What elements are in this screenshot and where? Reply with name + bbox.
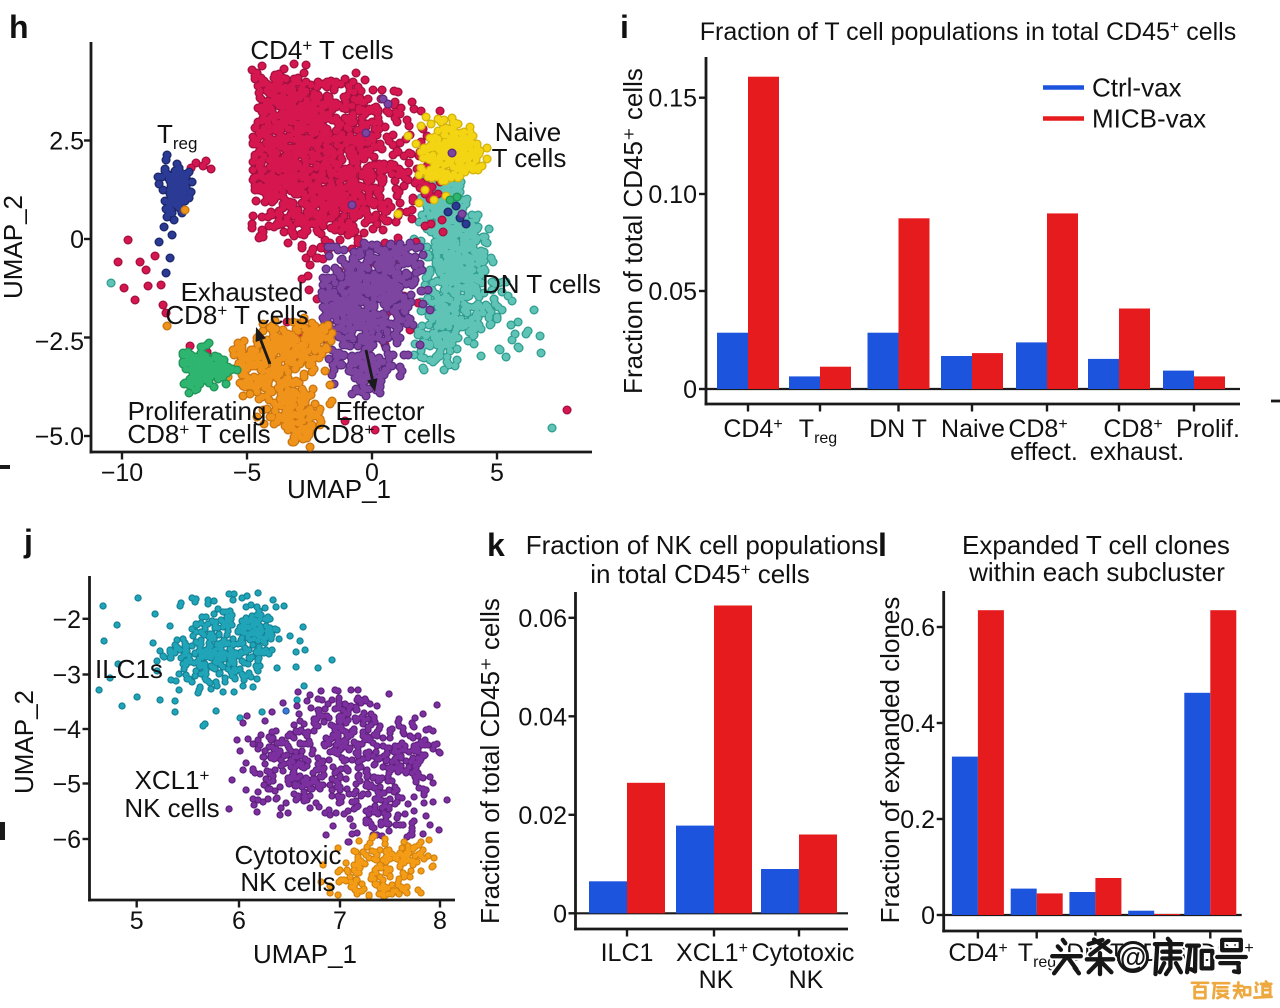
svg-text:h: h: [9, 9, 29, 45]
svg-text:0.2: 0.2: [900, 806, 935, 834]
svg-text:i: i: [620, 9, 629, 45]
svg-text:effect.: effect.: [1010, 438, 1078, 466]
svg-text:CD8+​ T cells: CD8+​ T cells: [165, 300, 308, 330]
svg-text:Fraction of total CD45⁺ cells: Fraction of total CD45⁺ cells: [618, 68, 648, 394]
svg-text:−4: −4: [52, 716, 81, 744]
svg-text:0.10: 0.10: [648, 181, 697, 209]
svg-text:0.05: 0.05: [648, 278, 697, 306]
svg-text:UMAP_1: UMAP_1: [287, 474, 391, 504]
svg-text:−6: −6: [52, 826, 81, 854]
svg-text:−5: −5: [233, 459, 262, 487]
svg-text:7: 7: [333, 907, 347, 935]
svg-text:Cytotoxic: Cytotoxic: [752, 939, 855, 967]
svg-text:NK: NK: [789, 966, 824, 994]
svg-text:−2: −2: [52, 606, 81, 634]
svg-text:Cytotoxic: Cytotoxic: [235, 840, 342, 870]
svg-text:Proliferating: Proliferating: [128, 396, 267, 426]
svg-text:−2.5: −2.5: [35, 328, 84, 356]
svg-text:2.5: 2.5: [49, 128, 84, 156]
svg-text:DN T: DN T: [869, 415, 927, 443]
svg-text:0: 0: [70, 226, 84, 254]
svg-text:−3: −3: [52, 662, 81, 690]
svg-text:j: j: [23, 523, 33, 559]
svg-text:Ctrl-vax: Ctrl-vax: [1092, 73, 1182, 103]
svg-text:Naive: Naive: [941, 415, 1005, 443]
svg-text:Fraction of T cell populations: Fraction of T cell populations in total …: [700, 18, 1236, 46]
svg-text:Expanded T cell clones: Expanded T cell clones: [962, 530, 1230, 560]
svg-text:0.06: 0.06: [518, 605, 567, 633]
svg-text:Prolif.: Prolif.: [1176, 415, 1240, 443]
svg-text:+: +: [1244, 940, 1253, 957]
svg-text:Fraction of total CD45⁺ cells: Fraction of total CD45⁺ cells: [475, 598, 505, 924]
svg-text:NK cells: NK cells: [240, 867, 335, 897]
svg-text:CD4+​: CD4+​: [723, 415, 782, 443]
svg-text:MICB-vax: MICB-vax: [1092, 104, 1206, 134]
svg-text:5: 5: [130, 907, 144, 935]
svg-text:Fraction of NK cell population: Fraction of NK cell populations: [526, 530, 879, 560]
svg-text:NK: NK: [699, 966, 734, 994]
svg-text:−5: −5: [52, 771, 81, 799]
svg-text:CD8+​ T cells: CD8+​ T cells: [312, 419, 455, 449]
svg-text:Fraction of expanded clones: Fraction of expanded clones: [875, 597, 905, 924]
svg-text:Naive: Naive: [495, 117, 561, 147]
svg-text:5: 5: [490, 459, 504, 487]
svg-text:ILC1: ILC1: [601, 939, 654, 967]
svg-text:CD8+​: CD8+​: [1008, 415, 1067, 443]
svg-text:CD4+​: CD4+​: [948, 939, 1007, 967]
svg-text:CD4+​ T cells: CD4+​ T cells: [250, 35, 393, 65]
svg-text:UMAP_2: UMAP_2: [9, 690, 39, 794]
svg-text:0.6: 0.6: [900, 614, 935, 642]
svg-text:k: k: [487, 527, 505, 563]
svg-text:T cells: T cells: [492, 143, 567, 173]
svg-text:ILC1s: ILC1s: [95, 654, 163, 684]
svg-text:0: 0: [553, 900, 567, 928]
svg-text:0: 0: [365, 459, 379, 487]
svg-text:6: 6: [232, 907, 246, 935]
svg-text:@: @: [1120, 942, 1146, 972]
svg-text:within each subcluster: within each subcluster: [968, 557, 1225, 587]
svg-text:Effector: Effector: [335, 396, 424, 426]
svg-text:0.04: 0.04: [518, 703, 567, 731]
svg-text:0.02: 0.02: [518, 802, 567, 830]
svg-text:l: l: [878, 527, 887, 563]
svg-text:−5.0: −5.0: [35, 423, 84, 451]
svg-text:8: 8: [433, 907, 447, 935]
svg-text:DN T cells: DN T cells: [482, 269, 601, 299]
svg-text:exhaust.: exhaust.: [1090, 438, 1185, 466]
svg-text:UMAP_1: UMAP_1: [253, 939, 357, 969]
svg-text:Treg​: Treg​: [799, 415, 837, 447]
svg-text:Exhausted: Exhausted: [181, 277, 304, 307]
svg-text:XCL1+​: XCL1+​: [135, 765, 210, 795]
svg-text:NK cells: NK cells: [124, 793, 219, 823]
svg-text:0: 0: [921, 902, 935, 930]
svg-text:0: 0: [683, 376, 697, 404]
svg-text:0.4: 0.4: [900, 710, 935, 738]
svg-text:CD8+​: CD8+​: [1103, 415, 1162, 443]
svg-text:in total CD45+​ cells: in total CD45+​ cells: [590, 559, 810, 589]
svg-text:−10: −10: [101, 459, 143, 487]
svg-text:0.15: 0.15: [648, 85, 697, 113]
svg-text:CD8+​ T cells: CD8+​ T cells: [127, 419, 270, 449]
svg-text:XCL1+​: XCL1+​: [676, 939, 748, 967]
svg-text:Treg​: Treg​: [157, 119, 197, 153]
svg-text:UMAP_2: UMAP_2: [0, 195, 28, 299]
